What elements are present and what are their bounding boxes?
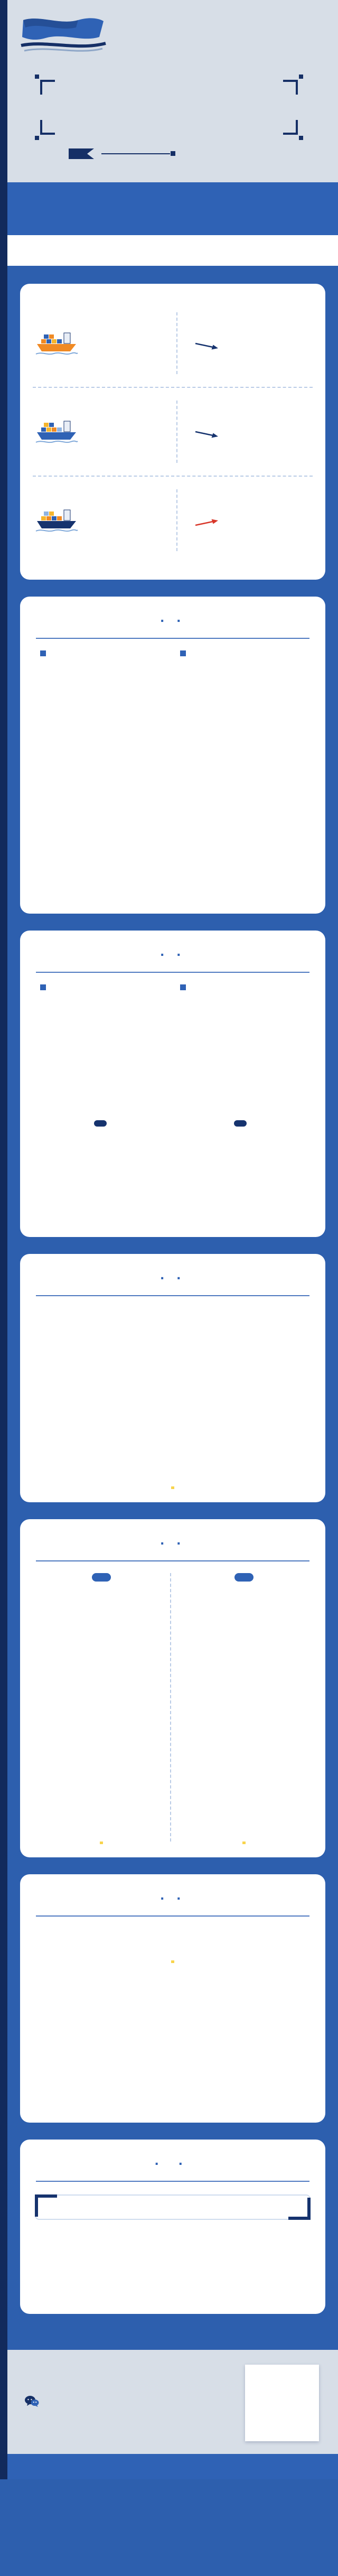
section-title: [33, 2155, 313, 2172]
title-rule: [36, 2181, 309, 2182]
divider: [176, 401, 177, 463]
cargo-ship-icon: [35, 505, 78, 536]
subtitle-strip: [0, 235, 338, 266]
chart-block-completed-products: [33, 984, 173, 1110]
divider: [176, 312, 177, 375]
chart-header: [40, 984, 46, 990]
title-rule: [36, 1915, 309, 1917]
provinces-card: [20, 1254, 325, 1502]
bracket-decoration: [283, 75, 303, 95]
title-rule: [36, 972, 309, 973]
metric-row-orderbook: [33, 475, 313, 564]
metric-change: [188, 341, 219, 351]
infographic-page: [0, 0, 338, 2479]
metric-change: [188, 429, 219, 440]
orderbook-card: [20, 1874, 325, 2123]
section-title: [33, 1270, 313, 1287]
tag-lng-ship: [233, 1120, 252, 1127]
main-content: [0, 266, 338, 2334]
column-header-pill: [234, 1573, 253, 1582]
banner: [0, 182, 338, 235]
title-rule: [36, 1560, 309, 1561]
pie-chart-neworders-share: [175, 656, 311, 776]
summary-highlight: [171, 1944, 174, 1963]
completion-top10-column: [33, 1573, 170, 1844]
market-share-card: [20, 597, 325, 914]
trend-down-arrow-icon: [194, 341, 219, 351]
chart-block-neworders-share: [173, 650, 313, 776]
export-card: [20, 2140, 325, 2314]
cargo-ship-icon: [35, 328, 78, 359]
section-title: [33, 612, 313, 629]
concentration-card: [20, 1519, 325, 1857]
bottom-strip: [0, 2454, 338, 2479]
title-rule: [36, 1295, 309, 1296]
slogan-row: [69, 148, 338, 159]
footer-value: [100, 1829, 103, 1844]
donut-chart-neworder-products: [175, 990, 311, 1110]
trend-up-arrow-icon: [194, 517, 219, 528]
trend-down-arrow-icon: [194, 429, 219, 440]
bracket-decoration: [35, 120, 55, 140]
concentration-footer: [179, 1829, 309, 1844]
provinces-summary: [33, 1470, 313, 1489]
company-list: [36, 1590, 167, 1822]
cargo-ship-icon: [35, 416, 78, 447]
column-header-pill: [92, 1573, 111, 1582]
wechat-icon: [24, 2395, 39, 2411]
chart-header: [40, 650, 46, 656]
left-edge-stripe: [0, 0, 7, 2479]
chart-header: [180, 984, 186, 990]
line-decoration: [101, 151, 175, 156]
title-rule: [36, 638, 309, 639]
section-title: [33, 1890, 313, 1907]
bracket-decoration: [35, 75, 55, 95]
tag-chip: [233, 1120, 247, 1127]
metric-change: [188, 517, 219, 528]
chart-block-completion-share: [33, 650, 173, 776]
chart-block-neworder-products: [173, 984, 313, 1110]
neworders-top10-column: [170, 1573, 313, 1844]
chart-header: [180, 650, 186, 656]
cnsi-logo: [19, 18, 108, 57]
qr-code: [245, 2365, 319, 2441]
footer: [0, 2350, 338, 2454]
metric-row-completion: [33, 300, 313, 387]
tag-chip: [93, 1120, 107, 1127]
header: [0, 0, 338, 266]
metric-row-neworders: [33, 387, 313, 475]
follow-block: [24, 2390, 44, 2416]
province-bar-chart: [38, 1311, 307, 1458]
bracket-decoration: [283, 120, 303, 140]
slogan-badge: [69, 148, 94, 159]
export-text-box: [35, 2194, 311, 2220]
summary-highlight: [171, 1470, 174, 1489]
metrics-card: [20, 284, 325, 580]
title-frame: [35, 75, 303, 140]
section-title: [33, 946, 313, 963]
tag-bulk-carrier: [93, 1120, 112, 1127]
donut-chart-completed-products: [35, 990, 171, 1110]
divider: [176, 489, 177, 551]
section-title: [33, 1535, 313, 1552]
footer-value: [242, 1829, 246, 1844]
concentration-footer: [36, 1829, 167, 1844]
company-list: [179, 1590, 309, 1822]
product-types-card: [20, 931, 325, 1237]
pie-chart-completion-share: [35, 656, 171, 776]
orderbook-summary: [33, 1944, 313, 1963]
logo-row: [0, 16, 338, 58]
